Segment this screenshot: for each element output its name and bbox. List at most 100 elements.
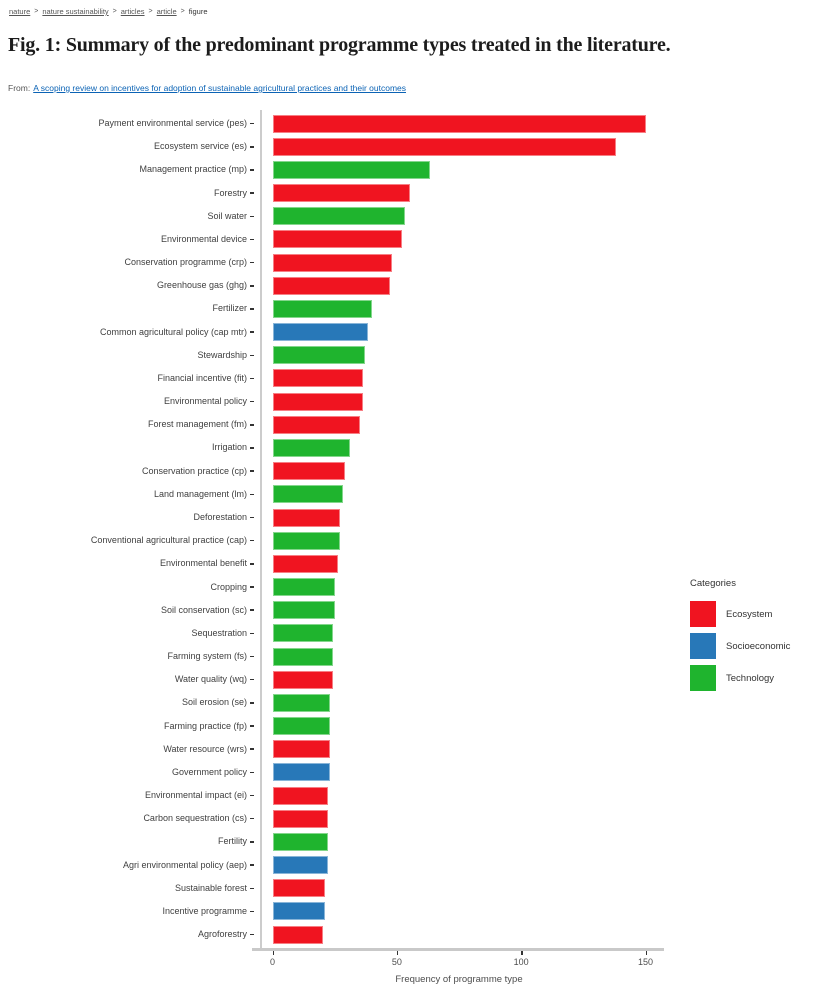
bar-track xyxy=(254,506,829,529)
bar-track xyxy=(254,367,829,390)
bar-track xyxy=(254,854,829,877)
chart-row: Fertilizer xyxy=(0,297,829,320)
legend-swatch-socioeconomic xyxy=(690,633,716,659)
bar-label: Conservation practice (cp) xyxy=(141,465,247,476)
legend-swatch-technology xyxy=(690,665,716,691)
x-tick-mark xyxy=(396,951,399,955)
bar-label: Financial incentive (fit) xyxy=(157,372,247,383)
y-tick-mark xyxy=(250,655,254,658)
chart-row: Sequestration xyxy=(0,622,829,645)
chart-row: Incentive programme xyxy=(0,900,829,923)
chart-row: Land management (lm) xyxy=(0,483,829,506)
bar-label: Agroforestry xyxy=(197,929,247,940)
bar-track xyxy=(254,135,829,158)
bar-chart: Payment environmental service (pes) Ecosy… xyxy=(0,108,829,1000)
bar-track xyxy=(254,738,829,761)
chart-row: Environmental benefit xyxy=(0,552,829,575)
y-tick-mark xyxy=(250,702,254,704)
bar-label: Incentive programme xyxy=(162,905,247,916)
legend-entries: Ecosystem Socioeconomic Technology xyxy=(690,601,790,691)
source-article-link[interactable]: A scoping review on incentives for adopt… xyxy=(33,83,406,93)
breadcrumb-item-article[interactable]: article xyxy=(156,7,177,16)
bar-track xyxy=(254,182,829,205)
bar-label: Management practice (mp) xyxy=(139,164,247,175)
bar-label: Ecosystem service (es) xyxy=(153,141,247,152)
bar-label: Environmental benefit xyxy=(159,558,247,569)
chart-row: Conservation practice (cp) xyxy=(0,460,829,483)
bar-ecosystem xyxy=(273,879,326,898)
y-tick-mark xyxy=(250,586,254,588)
bar-label: Common agricultural policy (cap mtr) xyxy=(99,326,247,337)
y-tick-mark xyxy=(250,377,254,380)
chart-row: Farming system (fs) xyxy=(0,645,829,668)
bar-label: Soil water xyxy=(207,210,247,221)
y-tick-mark xyxy=(250,933,254,936)
bar-ecosystem xyxy=(273,786,328,805)
bar-track xyxy=(254,321,829,344)
bar-ecosystem xyxy=(273,184,410,203)
bar-ecosystem xyxy=(273,253,393,272)
bar-label: Forest management (fm) xyxy=(147,419,247,430)
from-label: From: xyxy=(8,83,31,93)
y-tick-mark xyxy=(250,146,254,148)
chart-row: Environmental impact (ei) xyxy=(0,784,829,807)
y-tick-mark xyxy=(250,817,254,820)
bar-ecosystem xyxy=(273,276,390,295)
y-tick-mark xyxy=(250,493,254,496)
y-tick-mark xyxy=(250,609,254,611)
bar-track xyxy=(254,923,829,946)
bar-ecosystem xyxy=(273,392,363,411)
bar-technology xyxy=(273,693,331,712)
bar-track xyxy=(254,436,829,459)
chart-row: Conservation programme (crp) xyxy=(0,251,829,274)
bar-track xyxy=(254,830,829,853)
bar-label: Forestry xyxy=(213,187,247,198)
bar-track xyxy=(254,297,829,320)
chart-row: Deforestation xyxy=(0,506,829,529)
y-tick-mark xyxy=(250,841,254,843)
y-tick-mark xyxy=(250,447,254,449)
chart-row: Stewardship xyxy=(0,344,829,367)
bar-ecosystem xyxy=(273,925,323,944)
bar-technology xyxy=(273,485,343,504)
chart-row: Government policy xyxy=(0,761,829,784)
bar-track xyxy=(254,714,829,737)
breadcrumb-item-articles[interactable]: articles xyxy=(120,7,145,16)
x-tick-label: 50 xyxy=(391,957,402,967)
x-tick-label: 0 xyxy=(269,957,275,967)
x-tick-label: 100 xyxy=(513,957,529,967)
breadcrumb: nature > nature sustainability > articles > ar… xyxy=(9,7,208,16)
x-tick-label: 150 xyxy=(638,957,654,967)
bar-technology xyxy=(273,624,333,643)
y-tick-mark xyxy=(250,887,254,889)
chart-row: Irrigation xyxy=(0,436,829,459)
chart-row: Carbon sequestration (cs) xyxy=(0,807,829,830)
y-tick-mark xyxy=(250,910,254,913)
bar-label: Conventional agricultural practice (cap) xyxy=(90,535,247,546)
breadcrumb-item-nature[interactable]: nature xyxy=(9,7,31,16)
y-tick-mark xyxy=(250,516,254,519)
bar-ecosystem xyxy=(273,114,647,133)
bar-track xyxy=(254,807,829,830)
bar-label: Carbon sequestration (cs) xyxy=(143,813,247,824)
breadcrumb-item-nature-sustainability[interactable]: nature sustainability xyxy=(42,7,109,16)
chart-row: Financial incentive (fit) xyxy=(0,367,829,390)
bar-technology xyxy=(273,299,373,318)
bar-label: Greenhouse gas (ghg) xyxy=(156,280,247,291)
legend-label: Technology xyxy=(726,672,775,684)
y-tick-mark xyxy=(250,169,254,171)
bar-track xyxy=(254,158,829,181)
y-tick-mark xyxy=(250,122,254,125)
bar-ecosystem xyxy=(273,740,331,759)
chart-row: Environmental device xyxy=(0,228,829,251)
bar-ecosystem xyxy=(273,670,333,689)
bar-technology xyxy=(273,601,336,620)
chart-row: Common agricultural policy (cap mtr) xyxy=(0,321,829,344)
legend: Categories Ecosystem Socioeconomic Technol… xyxy=(690,578,790,697)
y-tick-mark xyxy=(250,470,254,472)
bar-track xyxy=(254,529,829,552)
chart-row: Conventional agricultural practice (cap) xyxy=(0,529,829,552)
legend-label: Socioeconomic xyxy=(726,640,791,652)
bar-track xyxy=(254,483,829,506)
bar-label: Soil conservation (sc) xyxy=(160,604,247,615)
